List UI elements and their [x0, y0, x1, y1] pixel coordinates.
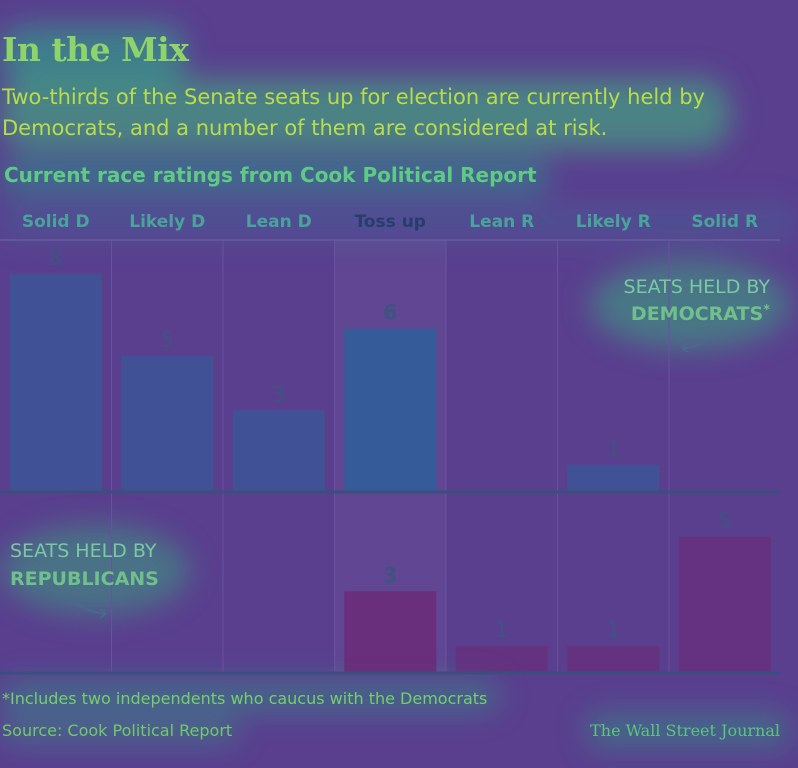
republican-bar: [678, 536, 771, 673]
republican-bar: [455, 645, 548, 673]
page-title: In the Mix: [2, 30, 189, 69]
democrats-arrowhead: [681, 342, 689, 353]
republican-value-label: 5: [718, 509, 731, 533]
democrat-bar: [567, 464, 660, 492]
republican-value-label: 3: [383, 563, 398, 587]
democrat-value-label: 1: [607, 437, 620, 461]
race-ratings-chart: Solid D Likely D Lean D Toss up Lean R Likely…: [0, 212, 780, 675]
democrats-annotation-line1: SEATS HELD BY: [624, 276, 771, 298]
republican-value-label: 1: [607, 618, 620, 642]
democrat-value-label: 8: [49, 246, 62, 270]
source-line: Source: Cook Political Report: [2, 721, 233, 740]
publisher-credit: The Wall Street Journal: [590, 721, 780, 740]
democrats-annotation-arrow: [681, 335, 713, 349]
category-label: Toss up: [355, 212, 426, 232]
democrat-value-label: 3: [272, 382, 285, 406]
category-label: Solid D: [22, 212, 90, 232]
republicans-arrowhead: [99, 608, 107, 619]
footnote: *Includes two independents who caucus wi…: [2, 689, 488, 708]
democrat-value-label: 5: [161, 328, 174, 352]
democrats-annotation-line2: DEMOCRATS*: [631, 303, 770, 325]
subtitle: Two-thirds of the Senate seats up for el…: [2, 85, 705, 140]
democrat-bar: [344, 328, 437, 492]
democrat-bar: [121, 355, 214, 492]
category-label: Lean D: [246, 212, 312, 232]
republican-value-label: 1: [495, 618, 508, 642]
republicans-annotation-line1: SEATS HELD BY: [10, 540, 157, 562]
republican-bar: [567, 645, 660, 673]
republicans-annotation-line2: REPUBLICANS: [10, 568, 159, 590]
democrat-bar: [9, 274, 102, 492]
republican-bar: [344, 591, 437, 673]
category-label: Likely R: [576, 212, 651, 232]
category-label: Lean R: [469, 212, 534, 232]
chart-heading: Current race ratings from Cook Political…: [4, 163, 537, 187]
category-label: Likely D: [129, 212, 205, 232]
democrat-value-label: 6: [383, 301, 398, 325]
republicans-annotation-arrow: [75, 602, 107, 615]
category-label: Solid R: [691, 212, 758, 232]
democrat-bar: [232, 410, 325, 492]
